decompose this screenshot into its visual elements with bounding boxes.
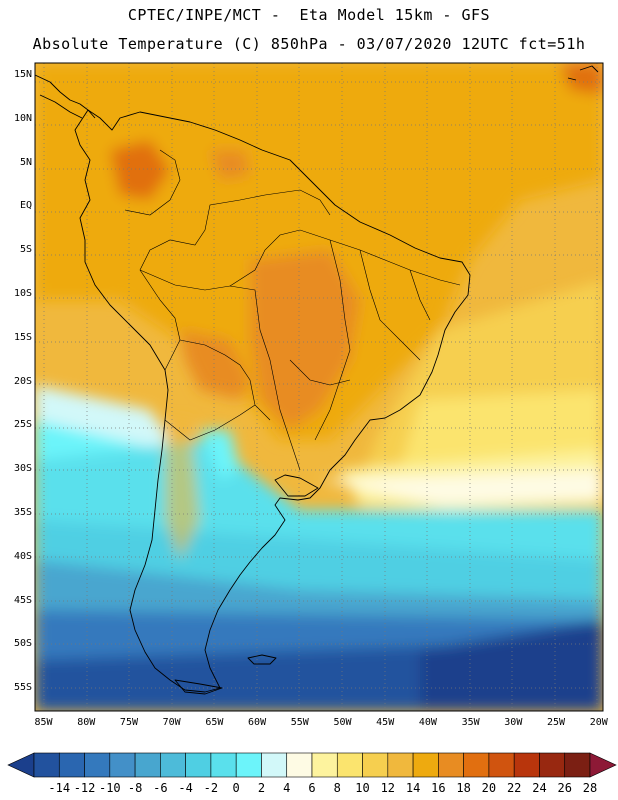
- colorbar-tick-label: 26: [557, 781, 572, 795]
- colorbar-tick-label: 18: [456, 781, 471, 795]
- colorbar-tick-label: 10: [355, 781, 370, 795]
- colorbar-tick-label: -14: [48, 781, 71, 795]
- colorbar-swatch: [58, 752, 85, 778]
- map-title-line-1: CPTEC/INPE/MCT - Eta Model 15km - GFS: [127, 6, 491, 24]
- colorbar-swatch: [160, 752, 186, 778]
- colorbar-tick-label: 28: [582, 781, 598, 795]
- colorbar-swatch: [362, 752, 389, 778]
- colorbar-tick-label: 16: [431, 781, 446, 795]
- central-america-coast: [35, 74, 96, 119]
- lat-label: 45S: [13, 594, 32, 606]
- country-borders: [124, 149, 461, 471]
- lon-label: 55W: [290, 717, 309, 728]
- colorbar-tick-label: 20: [481, 781, 497, 795]
- lat-label: 15N: [13, 69, 32, 81]
- temperature-field: [35, 63, 603, 711]
- colorbar-swatch: [261, 752, 288, 778]
- lon-label: 20W: [589, 717, 608, 728]
- colorbar-swatch: [210, 752, 237, 778]
- lon-label: 60W: [248, 717, 267, 728]
- lat-label: 10N: [13, 112, 32, 124]
- lon-label: 25W: [546, 717, 566, 728]
- lat-label: 55S: [13, 682, 32, 694]
- colorbar-swatch: [513, 752, 540, 778]
- lat-label: 35S: [13, 506, 32, 518]
- colorbar-swatch: [109, 752, 136, 778]
- lon-label: 80W: [77, 717, 96, 728]
- lat-label: 10S: [13, 288, 32, 300]
- colorbar-swatch: [488, 752, 515, 778]
- lat-label: 15S: [13, 331, 32, 343]
- colorbar-swatch: [387, 752, 414, 778]
- colorbar-tick-label: -8: [127, 781, 143, 795]
- colorbar-swatch: [286, 752, 313, 778]
- colorbar-swatch: [463, 752, 490, 778]
- tierra-del-fuego: [174, 679, 223, 695]
- lat-label: 20S: [13, 375, 32, 387]
- lat-label: 25S: [13, 419, 32, 431]
- lon-label: 40W: [418, 717, 437, 728]
- colorbar-swatch: [84, 752, 111, 778]
- coastlines: [35, 65, 599, 695]
- lon-label: 35W: [461, 717, 480, 728]
- colorbar-tick-label: 4: [283, 781, 291, 795]
- colorbar: [7, 752, 617, 778]
- lon-label: 85W: [34, 717, 53, 728]
- colorbar-tick-label: -6: [153, 781, 168, 795]
- colorbar-tick-label: 12: [380, 781, 396, 795]
- south-america-coast: [74, 109, 471, 693]
- lon-label: 70W: [162, 717, 181, 728]
- colorbar-tick-label: -12: [73, 781, 96, 795]
- colorbar-swatch: [235, 752, 262, 778]
- caribbean-islands: [567, 65, 599, 81]
- colorbar-tick-label: 6: [308, 781, 316, 795]
- lon-label: 50W: [333, 717, 352, 728]
- lon-label: 65W: [205, 717, 224, 728]
- colorbar-swatch: [438, 752, 464, 778]
- colorbar-swatch: [539, 752, 566, 778]
- lat-label: 5S: [19, 244, 32, 256]
- colorbar-swatch: [336, 752, 363, 778]
- colorbar-swatch: [311, 752, 338, 778]
- lat-label: 30S: [13, 463, 32, 475]
- colorbar-tick-label: -4: [178, 781, 193, 795]
- lon-label: 45W: [376, 717, 395, 728]
- colorbar-tick-label: -2: [203, 781, 219, 795]
- lat-label: EQ: [19, 200, 32, 212]
- lat-label: 5N: [19, 156, 32, 168]
- lat-label: 40S: [13, 550, 32, 562]
- colorbar-swatch: [185, 752, 212, 778]
- colorbar-tick-label: 8: [333, 781, 341, 795]
- lon-label: 30W: [504, 717, 523, 728]
- colorbar-tick-label: 0: [232, 781, 240, 795]
- colorbar-tick-label: -10: [98, 781, 121, 795]
- colorbar-high-arrow: [589, 752, 617, 778]
- falklands: [247, 654, 277, 665]
- colorbar-tick-label: 2: [257, 781, 266, 795]
- lat-label: 50S: [13, 638, 32, 650]
- colorbar-swatch: [564, 752, 591, 778]
- map-frame: [34, 62, 604, 712]
- colorbar-swatch: [412, 752, 439, 778]
- colorbar-tick-label: 22: [506, 781, 522, 795]
- map-title-line-2: Absolute Temperature (C) 850hPa - 03/07/…: [32, 35, 586, 53]
- colorbar-low-arrow: [7, 752, 35, 778]
- colorbar-swatch: [33, 752, 60, 778]
- colorbar-tick-label: 14: [405, 781, 421, 795]
- lon-label: 75W: [119, 717, 138, 728]
- colorbar-swatch: [134, 752, 161, 778]
- rio-de-la-plata: [274, 474, 319, 497]
- colorbar-tick-label: 24: [532, 781, 547, 795]
